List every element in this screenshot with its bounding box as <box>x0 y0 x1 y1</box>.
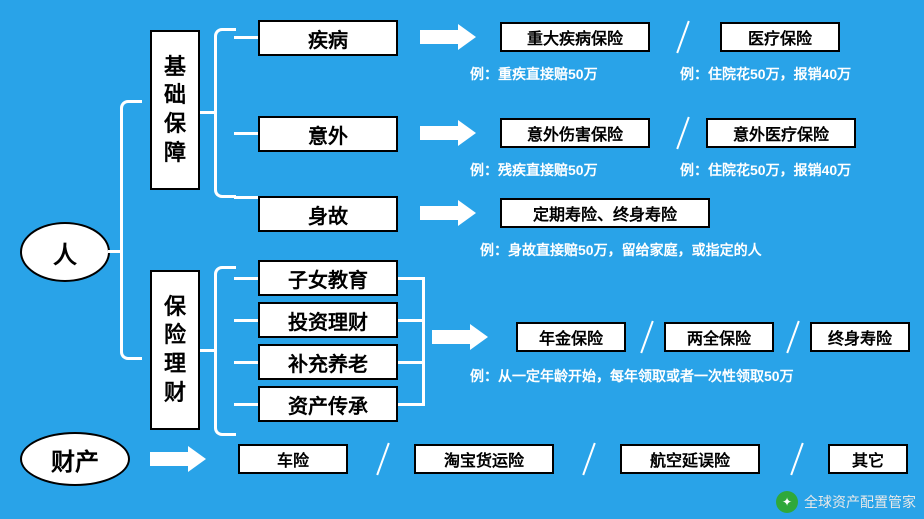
caption-1b: 例：住院花50万，报销40万 <box>680 64 851 84</box>
category-finance-c3: 理 <box>164 350 186 379</box>
conn-invest <box>398 319 424 322</box>
category-basic: 基 础 保 障 <box>150 30 200 190</box>
category-basic-c3: 保 <box>164 110 186 139</box>
slash-3 <box>636 320 656 354</box>
br-pension <box>234 361 258 364</box>
product-acc-medical: 意外医疗保险 <box>706 118 856 148</box>
category-finance: 保 险 理 财 <box>150 270 200 430</box>
caption-3: 例：身故直接赔50万，留给家庭，或指定的人 <box>480 240 762 260</box>
arrow-property <box>150 446 206 472</box>
product-taobao: 淘宝货运险 <box>414 444 554 474</box>
category-basic-c4: 障 <box>164 139 186 168</box>
watermark-text: 全球资产配置管家 <box>804 492 916 512</box>
branch-person <box>108 250 122 253</box>
item-pension: 补充养老 <box>258 344 398 380</box>
root-property-label: 财产 <box>51 442 99 477</box>
conn-edu <box>398 277 424 280</box>
category-finance-c2: 险 <box>164 321 186 350</box>
branch-finance <box>200 349 216 352</box>
caption-4: 例：从一定年龄开始，每年领取或者一次性领取50万 <box>470 366 794 386</box>
slash-2 <box>672 116 692 150</box>
product-medical: 医疗保险 <box>720 22 840 52</box>
category-finance-c4: 财 <box>164 379 186 408</box>
slash-7 <box>786 442 806 476</box>
bracket-finance <box>214 266 236 436</box>
caption-2a: 例：残疾直接赔50万 <box>470 160 598 180</box>
br-invest <box>234 319 258 322</box>
arrow-finance <box>432 324 488 350</box>
conn-inherit <box>398 403 424 406</box>
conn-pension <box>398 361 424 364</box>
br-accident <box>234 132 258 135</box>
category-basic-c1: 基 <box>164 53 186 82</box>
product-flight: 航空延误险 <box>620 444 760 474</box>
product-whole: 终身寿险 <box>810 322 910 352</box>
product-car: 车险 <box>238 444 348 474</box>
product-annuity: 年金保险 <box>516 322 626 352</box>
item-edu: 子女教育 <box>258 260 398 296</box>
wechat-icon: ✦ <box>776 491 798 513</box>
br-disease <box>234 36 258 39</box>
item-inherit: 资产传承 <box>258 386 398 422</box>
product-life: 定期寿险、终身寿险 <box>500 198 710 228</box>
item-accident: 意外 <box>258 116 398 152</box>
br-death <box>234 196 258 199</box>
item-disease: 疾病 <box>258 20 398 56</box>
product-both: 两全保险 <box>664 322 774 352</box>
slash-1 <box>672 20 692 54</box>
category-finance-c1: 保 <box>164 293 186 322</box>
product-critical: 重大疾病保险 <box>500 22 650 52</box>
br-inherit <box>234 403 258 406</box>
slash-4 <box>782 320 802 354</box>
product-other: 其它 <box>828 444 908 474</box>
slash-5 <box>372 442 392 476</box>
caption-1a: 例：重疾直接赔50万 <box>470 64 598 84</box>
slash-6 <box>578 442 598 476</box>
conn-vert <box>422 277 425 406</box>
arrow-death <box>420 200 476 226</box>
bracket-person <box>120 100 142 360</box>
arrow-accident <box>420 120 476 146</box>
root-property: 财产 <box>20 432 130 486</box>
watermark: ✦ 全球资产配置管家 <box>776 491 916 513</box>
item-death: 身故 <box>258 196 398 232</box>
root-person-label: 人 <box>53 235 77 270</box>
arrow-disease <box>420 24 476 50</box>
branch-basic <box>200 111 216 114</box>
bracket-basic <box>214 28 236 198</box>
br-edu <box>234 277 258 280</box>
caption-2b: 例：住院花50万，报销40万 <box>680 160 851 180</box>
product-acc-injury: 意外伤害保险 <box>500 118 650 148</box>
category-basic-c2: 础 <box>164 81 186 110</box>
root-person: 人 <box>20 222 110 282</box>
item-invest: 投资理财 <box>258 302 398 338</box>
